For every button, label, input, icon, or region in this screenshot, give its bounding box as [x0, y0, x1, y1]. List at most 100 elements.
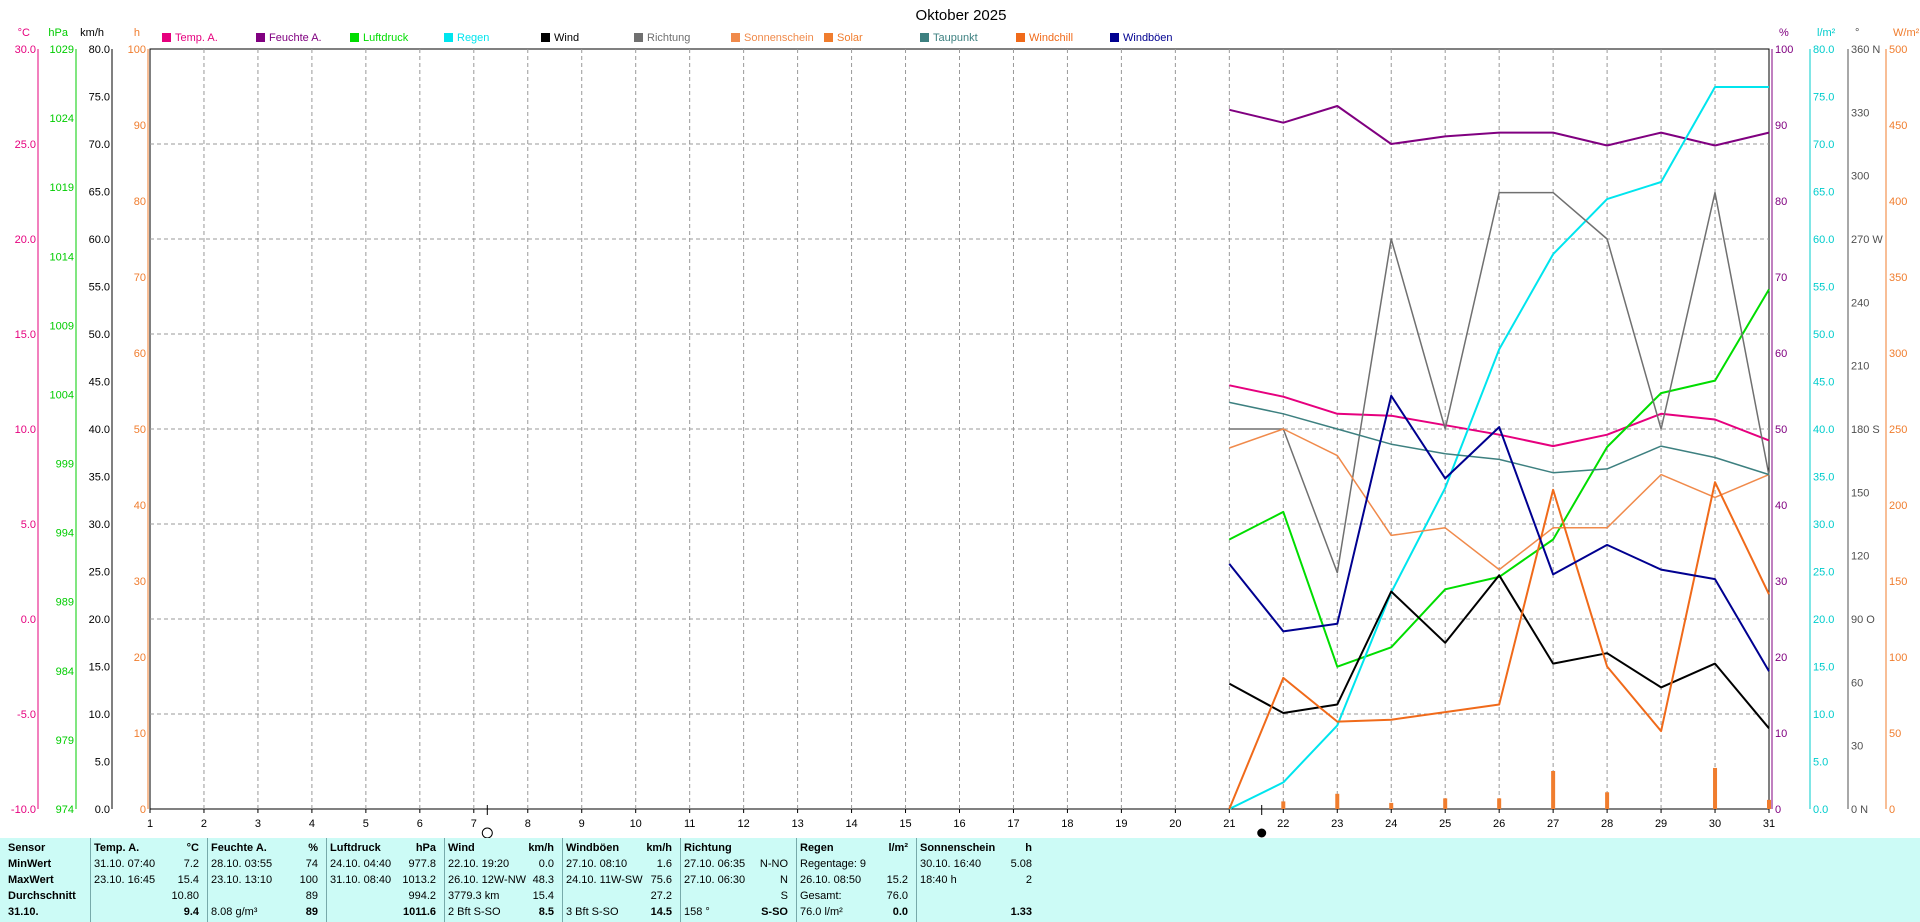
- y-tick-label: 60.0: [1813, 234, 1834, 246]
- x-tick-label: 31: [1763, 818, 1775, 830]
- y-tick-label: 45.0: [1813, 377, 1834, 389]
- legend-label: Windchill: [1029, 32, 1073, 44]
- x-tick-label: 25: [1439, 818, 1451, 830]
- stats-cell-label: 23.10. 16:45: [94, 874, 156, 886]
- stats-cell-value: 74: [305, 858, 318, 870]
- y-tick-label: 20.0: [15, 234, 36, 246]
- solar-bar: [1443, 798, 1448, 809]
- stats-cell-label: 22.10. 19:20: [448, 858, 510, 870]
- legend-label: Taupunkt: [933, 32, 978, 44]
- axis-unit-label: km/h: [80, 27, 104, 39]
- x-tick-label: 2: [201, 818, 207, 830]
- y-tick-label: 40.0: [89, 424, 110, 436]
- y-tick-label: -5.0: [17, 709, 36, 721]
- y-tick-label: 15.0: [89, 662, 110, 674]
- stats-column-unit: km/h: [528, 842, 554, 854]
- axis-unit-label: W/m²: [1893, 27, 1920, 39]
- y-tick-label: 1029: [50, 44, 74, 56]
- stats-cell-value: 89: [305, 890, 318, 902]
- y-tick-label: 240: [1851, 297, 1869, 309]
- y-tick-label: 15.0: [15, 329, 36, 341]
- legend-label: Feuchte A.: [269, 32, 322, 44]
- axes: 1 2 3 4 5 6 7 8 9 10 11 12 13 14 15 16 17 18 19 20 21 22 23 24 2…: [11, 27, 1920, 830]
- stats-row-label: MaxWert: [8, 874, 54, 886]
- y-tick-label: 1024: [50, 113, 74, 125]
- x-tick-label: 7: [471, 818, 477, 830]
- y-tick-label: 0: [1889, 804, 1895, 816]
- stats-cell-value: 75.6: [650, 874, 672, 886]
- x-tick-label: 19: [1115, 818, 1127, 830]
- stats-cell-label: 3 Bft S-SO: [566, 906, 619, 918]
- y-tick-label: 15.0: [1813, 662, 1834, 674]
- y-tick-label: 5.0: [95, 757, 110, 769]
- y-tick-label: 60: [1775, 348, 1787, 360]
- stats-column-unit: °C: [186, 842, 199, 854]
- stats-cell-label: 27.10. 06:30: [684, 874, 746, 886]
- stats-cell-value: 994.2: [408, 890, 436, 902]
- stats-column-unit: hPa: [415, 842, 436, 854]
- legend-label: Richtung: [647, 32, 690, 44]
- y-tick-label: 270 W: [1851, 234, 1883, 246]
- stats-cell-label: 24.10. 11W-SW: [566, 874, 643, 886]
- y-tick-label: 300: [1851, 171, 1869, 183]
- y-tick-label: 5.0: [21, 519, 36, 531]
- y-tick-label: 20: [134, 652, 146, 664]
- new-moon-icon: [1257, 828, 1267, 838]
- y-tick-label: 50: [134, 424, 146, 436]
- axis-unit-label: %: [1779, 27, 1789, 39]
- x-tick-label: 9: [579, 818, 585, 830]
- axis-unit-label: l/m²: [1817, 27, 1836, 39]
- legend-swatch: [444, 33, 453, 42]
- x-tick-label: 23: [1331, 818, 1343, 830]
- stats-column-header: Richtung: [684, 842, 732, 854]
- y-tick-label: 75.0: [1813, 92, 1834, 104]
- stats-cell-label: 23.10. 13:10: [211, 874, 273, 886]
- stats-cell-value: 2: [1025, 874, 1032, 886]
- y-tick-label: 30.0: [15, 44, 36, 56]
- y-tick-label: 400: [1889, 196, 1907, 208]
- x-tick-label: 27: [1547, 818, 1559, 830]
- x-tick-label: 3: [255, 818, 261, 830]
- stats-cell-value: 5.08: [1010, 858, 1032, 870]
- y-tick-label: 20.0: [89, 614, 110, 626]
- y-tick-label: 360 N: [1851, 44, 1880, 56]
- axis-unit-label: hPa: [48, 27, 68, 39]
- x-tick-label: 29: [1655, 818, 1667, 830]
- x-tick-label: 28: [1601, 818, 1613, 830]
- stats-cell-value: 14.5: [650, 906, 672, 918]
- stats-cell-label: 26.10. 12W-NW: [448, 874, 527, 886]
- stats-cell-label: 8.08 g/m³: [211, 906, 258, 918]
- y-tick-label: 994: [56, 528, 74, 540]
- stats-cell-label: 76.0 l/m²: [800, 906, 843, 918]
- y-tick-label: 20: [1775, 652, 1787, 664]
- stats-cell-value: 9.4: [183, 906, 199, 918]
- stats-cell-value: 7.2: [183, 858, 199, 870]
- axis-unit-label: °: [1855, 27, 1859, 39]
- y-tick-label: 5.0: [1813, 757, 1828, 769]
- solar-bar: [1605, 792, 1610, 809]
- stats-cell-label: 158 °: [684, 906, 710, 918]
- solar-bar: [1389, 802, 1394, 809]
- axis-unit-label: h: [134, 27, 140, 39]
- grid: [149, 48, 1770, 810]
- stats-column-header: Regen: [800, 842, 834, 854]
- y-tick-label: 10.0: [15, 424, 36, 436]
- series-line: [1229, 105, 1770, 147]
- x-tick-label: 24: [1385, 818, 1397, 830]
- x-tick-label: 8: [525, 818, 531, 830]
- x-tick-label: 21: [1223, 818, 1235, 830]
- x-tick-label: 1: [147, 818, 153, 830]
- stats-column-unit: %: [308, 842, 318, 854]
- legend-swatch: [541, 33, 550, 42]
- full-moon-icon: [481, 827, 493, 838]
- legend-swatch: [634, 33, 643, 42]
- stats-cell-value: 15.2: [886, 874, 908, 886]
- stats-cell-value: 8.5: [538, 906, 554, 918]
- y-tick-label: -10.0: [11, 804, 36, 816]
- legend-label: Windböen: [1123, 32, 1173, 44]
- y-tick-label: 10: [134, 728, 146, 740]
- x-tick-label: 18: [1061, 818, 1073, 830]
- stats-cell-label: 24.10. 04:40: [330, 858, 392, 870]
- series-line: [1229, 401, 1770, 476]
- stats-column-divider: [444, 838, 445, 922]
